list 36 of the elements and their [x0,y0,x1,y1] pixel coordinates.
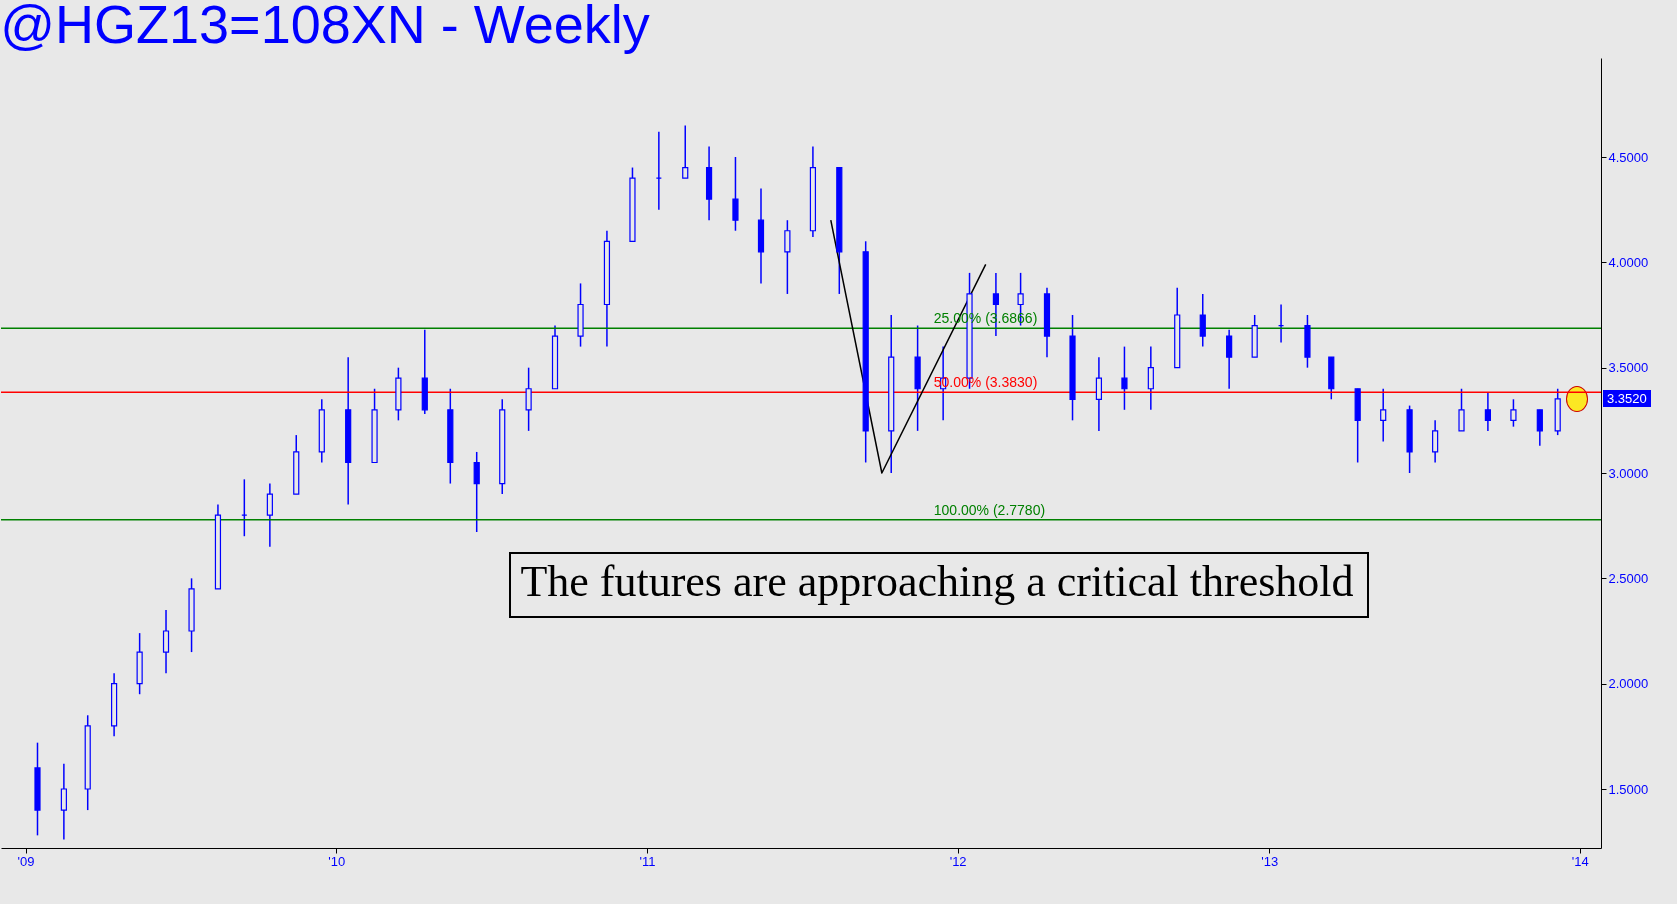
candlestick [1121,345,1128,411]
ref-line-label: 100.00% (2.7780) [933,501,1046,518]
candlestick [162,609,170,674]
x-tick-label: '12 [949,853,967,869]
y-tick-label: 2.0000 [1608,676,1649,692]
candlestick [1536,409,1543,447]
candlestick [1510,398,1517,428]
candlestick [682,124,689,179]
annotation: The futures are approaching a critical threshold [520,557,1354,607]
candlestick [60,762,67,841]
y-tick-label: 4.5000 [1608,149,1649,165]
candlestick [784,219,791,295]
candlestick [732,156,739,232]
y-tick-label: 3.0000 [1608,465,1649,481]
candlestick [266,482,273,548]
candlestick [525,366,532,432]
candlestick [1147,345,1154,411]
text: 3.3520 [1603,389,1651,407]
candlestick [1095,356,1103,432]
candlestick [473,451,480,533]
x-tick-label: '09 [17,853,35,869]
y-tick-label: 4.0000 [1608,254,1649,270]
candlestick [1380,388,1387,443]
chart-title: @HGZ13=108XN - Weekly [0,0,650,54]
x-tick-label: '14 [1571,853,1589,869]
candlestick [1484,392,1491,432]
y-tick-label: 3.5000 [1608,360,1649,376]
y-tick-label: 1.5000 [1608,781,1649,797]
candlestick [1432,419,1439,464]
candlestick [1458,388,1465,432]
candlestick [1226,329,1233,390]
x-tick-label: '10 [328,853,346,869]
x-tick-label: '13 [1261,853,1279,869]
candlestick [1199,293,1206,348]
x-tick-label: '11 [639,853,656,869]
y-tick-label: 2.5000 [1608,570,1649,586]
